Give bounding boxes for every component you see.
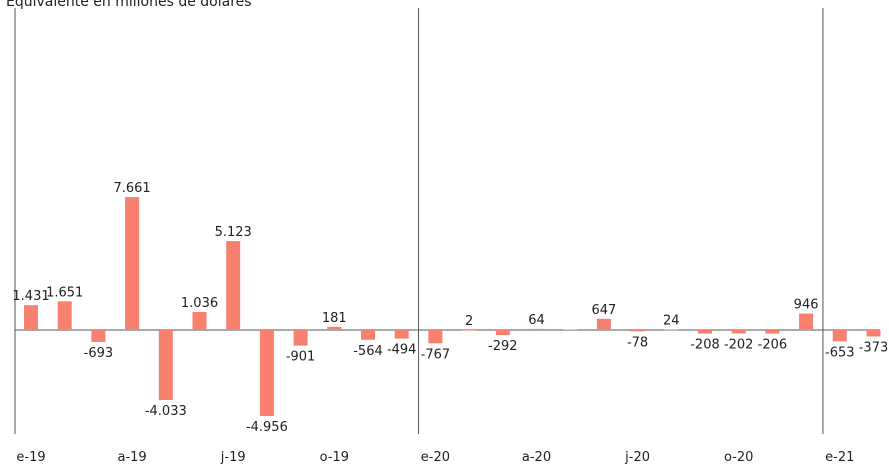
bar <box>664 329 679 331</box>
bar <box>158 330 173 400</box>
x-tick-label: e-21 <box>825 450 854 465</box>
bar <box>462 329 477 331</box>
x-tick-label: j-20 <box>624 450 650 465</box>
x-tick-label: o-20 <box>724 450 753 465</box>
bar <box>495 330 510 336</box>
bar <box>765 330 780 334</box>
bar <box>866 330 881 337</box>
bar <box>596 318 611 330</box>
data-label: 7.661 <box>113 181 150 196</box>
data-label: -4.033 <box>145 404 187 419</box>
data-label: 24 <box>663 314 680 329</box>
data-label: 181 <box>322 311 347 326</box>
chart-subtitle: Equivalente en millones de dólares <box>6 0 252 10</box>
bar <box>57 301 72 330</box>
bar <box>698 330 712 334</box>
data-label: 1.651 <box>46 285 83 300</box>
data-label: -78 <box>627 335 648 350</box>
x-tick-labels-group: e-19 a-19 j-19 o-19 e-20 a-20 j-20 o-20 e-21 <box>16 450 854 465</box>
bar <box>125 197 140 330</box>
bar <box>259 330 274 416</box>
data-label: -693 <box>84 346 114 361</box>
bar <box>327 326 342 330</box>
bar <box>192 312 207 330</box>
bar <box>293 330 308 346</box>
data-label: -206 <box>758 338 788 353</box>
bar <box>630 330 645 332</box>
data-label: -208 <box>690 338 720 353</box>
bar <box>731 330 746 334</box>
bar <box>529 328 544 330</box>
data-label: -653 <box>825 345 855 360</box>
data-label: -202 <box>724 338 754 353</box>
data-label: 647 <box>591 303 616 318</box>
bar <box>226 241 241 330</box>
data-label: 64 <box>528 313 545 328</box>
x-tick-label: o-19 <box>320 450 349 465</box>
data-label: 1.036 <box>181 296 218 311</box>
bar <box>428 330 443 344</box>
data-label: 1.431 <box>12 289 49 304</box>
bar <box>563 329 578 331</box>
bar <box>799 313 814 330</box>
data-label: 946 <box>794 298 819 313</box>
data-label: -494 <box>387 343 417 358</box>
bar <box>832 330 847 342</box>
data-label: -373 <box>859 340 889 355</box>
bar <box>361 330 375 340</box>
data-label: 5.123 <box>215 225 252 240</box>
x-tick-label: e-19 <box>16 450 45 465</box>
bar <box>394 330 409 339</box>
data-label: -4.956 <box>246 420 288 435</box>
x-tick-label: e-20 <box>421 450 450 465</box>
x-tick-label: a-19 <box>117 450 146 465</box>
data-label: -564 <box>353 344 383 359</box>
data-label: -901 <box>286 350 316 365</box>
bars-group <box>24 197 881 416</box>
data-label: 2 <box>465 314 473 329</box>
bar <box>24 305 38 330</box>
bar <box>91 330 106 343</box>
x-tick-label: a-20 <box>522 450 551 465</box>
x-tick-label: j-19 <box>220 450 246 465</box>
year-separators <box>14 8 824 434</box>
data-label: -767 <box>421 347 451 362</box>
data-label: -292 <box>488 339 518 354</box>
